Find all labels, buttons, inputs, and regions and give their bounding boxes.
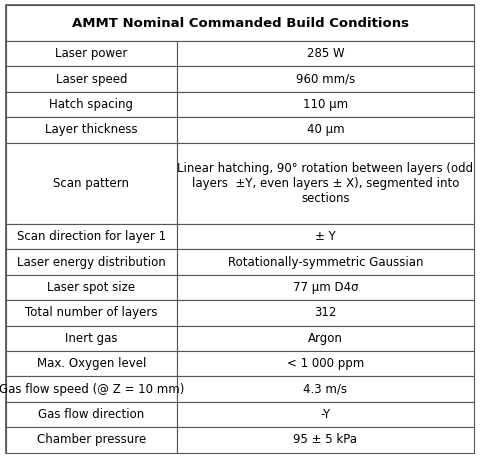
Bar	[177, 92, 474, 117]
Text: Laser spot size: Laser spot size	[47, 281, 135, 294]
Bar	[177, 41, 474, 66]
Bar	[6, 376, 177, 402]
Bar	[177, 427, 474, 453]
Text: -Y: -Y	[321, 408, 331, 421]
Text: 40 μm: 40 μm	[307, 124, 344, 136]
Text: Laser power: Laser power	[55, 47, 128, 60]
Text: Gas flow direction: Gas flow direction	[38, 408, 144, 421]
Text: Chamber pressure: Chamber pressure	[36, 433, 146, 446]
Bar	[177, 376, 474, 402]
Text: AMMT Nominal Commanded Build Conditions: AMMT Nominal Commanded Build Conditions	[72, 17, 408, 30]
Text: 960 mm/s: 960 mm/s	[296, 73, 355, 86]
Bar	[6, 351, 177, 376]
Text: 95 ± 5 kPa: 95 ± 5 kPa	[293, 433, 358, 446]
Text: Scan direction for layer 1: Scan direction for layer 1	[17, 230, 166, 243]
Text: Rotationally-symmetric Gaussian: Rotationally-symmetric Gaussian	[228, 256, 423, 268]
Bar	[6, 142, 177, 224]
Bar	[6, 427, 177, 453]
Bar	[6, 41, 177, 66]
Bar	[177, 351, 474, 376]
Text: Layer thickness: Layer thickness	[45, 124, 138, 136]
Text: ± Y: ± Y	[315, 230, 336, 243]
Bar	[177, 66, 474, 92]
Bar	[6, 5, 474, 41]
Text: Linear hatching, 90° rotation between layers (odd
layers  ±Y, even layers ± X), : Linear hatching, 90° rotation between la…	[178, 162, 474, 205]
Text: 312: 312	[314, 306, 336, 319]
Bar	[6, 66, 177, 92]
Text: Gas flow speed (@ Z = 10 mm): Gas flow speed (@ Z = 10 mm)	[0, 382, 184, 396]
Text: Hatch spacing: Hatch spacing	[49, 98, 133, 111]
Bar	[6, 224, 177, 249]
Bar	[6, 117, 177, 142]
Bar	[177, 402, 474, 427]
Bar	[6, 275, 177, 300]
Text: < 1 000 ppm: < 1 000 ppm	[287, 357, 364, 370]
Text: Argon: Argon	[308, 332, 343, 345]
Text: 285 W: 285 W	[307, 47, 344, 60]
Text: Scan pattern: Scan pattern	[53, 177, 129, 190]
Bar	[6, 300, 177, 326]
Text: 77 μm D4σ: 77 μm D4σ	[293, 281, 358, 294]
Text: 4.3 m/s: 4.3 m/s	[303, 382, 348, 396]
Bar	[177, 142, 474, 224]
Text: Total number of layers: Total number of layers	[25, 306, 157, 319]
Bar	[177, 275, 474, 300]
Text: Laser speed: Laser speed	[56, 73, 127, 86]
Bar	[6, 249, 177, 275]
Text: 110 μm: 110 μm	[303, 98, 348, 111]
Text: Inert gas: Inert gas	[65, 332, 118, 345]
Bar	[177, 300, 474, 326]
Bar	[177, 249, 474, 275]
Text: Laser energy distribution: Laser energy distribution	[17, 256, 166, 268]
Bar	[6, 326, 177, 351]
Bar	[177, 117, 474, 142]
Bar	[177, 224, 474, 249]
Bar	[6, 402, 177, 427]
Bar	[6, 92, 177, 117]
Text: Max. Oxygen level: Max. Oxygen level	[36, 357, 146, 370]
Bar	[177, 326, 474, 351]
